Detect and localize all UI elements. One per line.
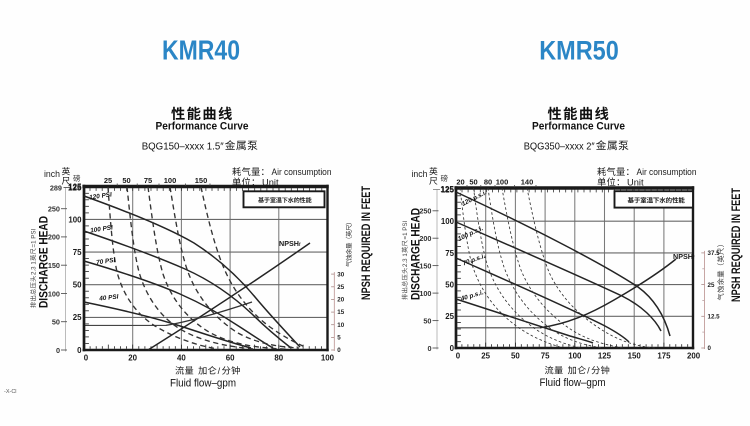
svg-text:0: 0	[77, 346, 82, 355]
svg-text:BQG150–xxxx 1.5″: BQG150–xxxx 1.5″	[142, 140, 224, 152]
svg-text:100 PSI: 100 PSI	[90, 224, 114, 234]
svg-text:75: 75	[144, 176, 152, 185]
svg-text:20: 20	[337, 297, 344, 304]
svg-text:200: 200	[419, 234, 431, 243]
svg-text:0: 0	[450, 344, 455, 353]
svg-text:Fluid flow–gpm: Fluid flow–gpm	[540, 377, 606, 389]
svg-text:20: 20	[128, 354, 137, 363]
svg-text:75: 75	[541, 352, 550, 361]
svg-text:50: 50	[52, 318, 60, 327]
svg-text:50: 50	[469, 178, 477, 187]
svg-text:40 PSI: 40 PSI	[98, 293, 119, 302]
svg-text:Air consumption: Air consumption	[637, 167, 697, 177]
svg-text:100: 100	[441, 217, 455, 226]
svg-text:30: 30	[337, 271, 344, 278]
svg-text:50: 50	[73, 281, 82, 290]
svg-text:NPSH REQUIRED IN FEET: NPSH REQUIRED IN FEET	[361, 186, 373, 300]
svg-text:inch: inch	[412, 168, 428, 179]
svg-text:25: 25	[481, 352, 490, 361]
svg-text:150: 150	[419, 261, 431, 270]
svg-text:125: 125	[68, 183, 82, 192]
svg-text:289: 289	[50, 183, 62, 192]
svg-text:/: /	[218, 366, 221, 376]
svg-text:40: 40	[177, 354, 186, 363]
svg-text:0: 0	[56, 346, 60, 355]
svg-text:140: 140	[521, 178, 534, 187]
svg-text:80: 80	[484, 178, 492, 187]
svg-text:25: 25	[445, 312, 454, 321]
svg-text:50: 50	[122, 176, 130, 185]
svg-text:70 PSI: 70 PSI	[96, 257, 116, 267]
svg-text:-X-Cl: -X-Cl	[4, 389, 17, 395]
svg-text:BQG350–xxxx 2″: BQG350–xxxx 2″	[524, 140, 595, 152]
svg-text:0: 0	[456, 352, 461, 361]
svg-text:Air consumption: Air consumption	[272, 167, 332, 177]
svg-text:125: 125	[598, 352, 612, 361]
svg-text:Unit: Unit	[627, 177, 644, 187]
svg-text:DISCHARGE HEAD: DISCHARGE HEAD	[39, 216, 51, 308]
svg-text:NPSHf: NPSHf	[279, 239, 301, 248]
svg-text:KMR50: KMR50	[539, 36, 619, 66]
svg-text:5: 5	[337, 335, 341, 342]
svg-text:10: 10	[337, 322, 344, 329]
svg-text:200: 200	[48, 233, 60, 242]
svg-text:125: 125	[441, 185, 455, 194]
svg-text:100: 100	[496, 178, 509, 187]
svg-text:100: 100	[419, 289, 431, 298]
svg-text:100: 100	[568, 352, 582, 361]
svg-text:25: 25	[73, 313, 82, 322]
svg-text:60: 60	[226, 354, 235, 363]
svg-text:0: 0	[84, 354, 89, 363]
svg-text:125: 125	[68, 183, 82, 192]
svg-text:250: 250	[48, 205, 60, 214]
svg-text:Fluid flow–gpm: Fluid flow–gpm	[170, 377, 236, 389]
svg-text:120 PSI: 120 PSI	[89, 191, 113, 201]
svg-text:=1 PSI: =1 PSI	[402, 220, 409, 239]
svg-text:75: 75	[73, 248, 82, 257]
svg-text:Performance Curve: Performance Curve	[156, 121, 249, 133]
svg-text:Performance Curve: Performance Curve	[532, 121, 625, 133]
svg-text:15: 15	[337, 309, 344, 316]
svg-text:25: 25	[708, 282, 715, 289]
svg-text:100: 100	[164, 176, 177, 185]
svg-text:100: 100	[48, 289, 60, 298]
svg-text:80: 80	[274, 354, 283, 363]
svg-text:200: 200	[687, 352, 701, 361]
svg-text:KMR40: KMR40	[162, 35, 240, 66]
svg-text:NPSH REQUIRED IN FEET: NPSH REQUIRED IN FEET	[731, 188, 743, 302]
svg-text:125: 125	[440, 185, 454, 194]
svg-text:DISCHARGE HEAD: DISCHARGE HEAD	[411, 208, 423, 300]
svg-text:2.3 1: 2.3 1	[402, 253, 409, 267]
svg-text:/: /	[587, 366, 590, 376]
svg-text:50: 50	[445, 281, 454, 290]
svg-text:Unit: Unit	[262, 177, 279, 187]
svg-text:250: 250	[419, 207, 431, 216]
svg-text:75: 75	[445, 249, 454, 258]
svg-text:25: 25	[337, 284, 344, 291]
svg-text:150: 150	[48, 261, 60, 270]
svg-text:12.5: 12.5	[708, 314, 721, 321]
svg-text:0: 0	[427, 344, 431, 353]
svg-text:2.3 1: 2.3 1	[31, 261, 38, 275]
svg-text:175: 175	[657, 352, 671, 361]
svg-text:37.5: 37.5	[708, 250, 721, 257]
svg-text:25: 25	[104, 176, 112, 185]
svg-text:150: 150	[628, 352, 642, 361]
svg-text:20: 20	[456, 178, 464, 187]
svg-text:50: 50	[511, 352, 520, 361]
svg-text:50: 50	[423, 316, 431, 325]
svg-text:100: 100	[321, 354, 335, 363]
svg-text:inch: inch	[44, 168, 60, 179]
svg-text:100: 100	[68, 215, 82, 224]
svg-text:=1 PSI: =1 PSI	[31, 228, 38, 247]
svg-text:0: 0	[708, 345, 712, 352]
svg-text:150: 150	[195, 176, 208, 185]
svg-text:0: 0	[337, 347, 341, 354]
svg-text:NPSHf: NPSHf	[673, 252, 695, 261]
